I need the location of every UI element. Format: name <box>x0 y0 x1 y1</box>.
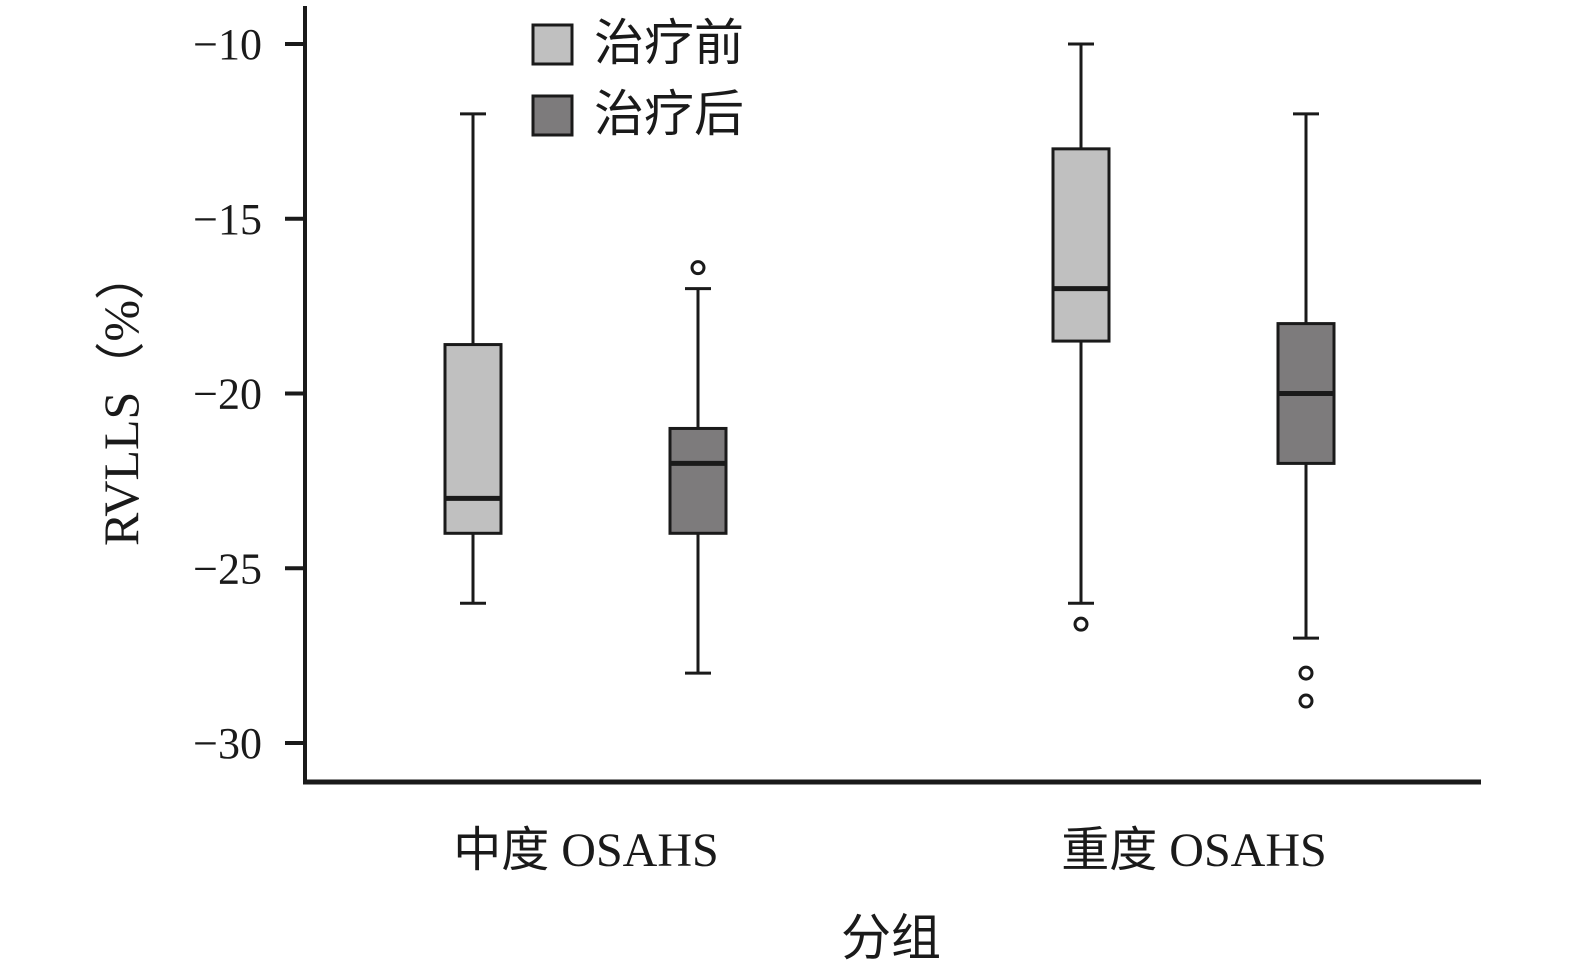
box-group <box>1276 112 1336 709</box>
legend-swatch <box>531 94 574 137</box>
plot-area <box>443 42 1336 709</box>
box-iqr <box>1051 147 1111 343</box>
box-iqr <box>668 426 728 535</box>
x-axis-categories: 中度 OSAHS 重度 OSAHS <box>453 824 1326 877</box>
y-tick-label: −15 <box>193 195 262 244</box>
box-group <box>668 260 728 675</box>
y-axis-ticks: −10 −15 −20 −25 −30 <box>193 20 305 768</box>
box-group <box>443 112 503 605</box>
box-group <box>1051 42 1111 632</box>
y-axis-title: RVLLS（%） <box>93 250 149 546</box>
x-axis-title: 分组 <box>841 910 941 966</box>
y-tick-label: −25 <box>193 544 262 593</box>
x-category-label: 中度 OSAHS <box>453 824 718 877</box>
legend-swatch <box>531 23 574 66</box>
legend-label: 治疗前 <box>594 15 744 71</box>
x-category-label: 重度 OSAHS <box>1061 824 1326 877</box>
outlier-point <box>1298 665 1314 681</box>
y-tick-label: −30 <box>193 719 262 768</box>
y-tick-label: −20 <box>193 370 262 419</box>
outlier-point <box>1298 693 1314 709</box>
legend-label: 治疗后 <box>594 86 744 142</box>
outlier-point <box>1073 616 1089 632</box>
outlier-point <box>690 260 706 276</box>
y-tick-label: −10 <box>193 20 262 69</box>
box-iqr <box>443 343 503 535</box>
